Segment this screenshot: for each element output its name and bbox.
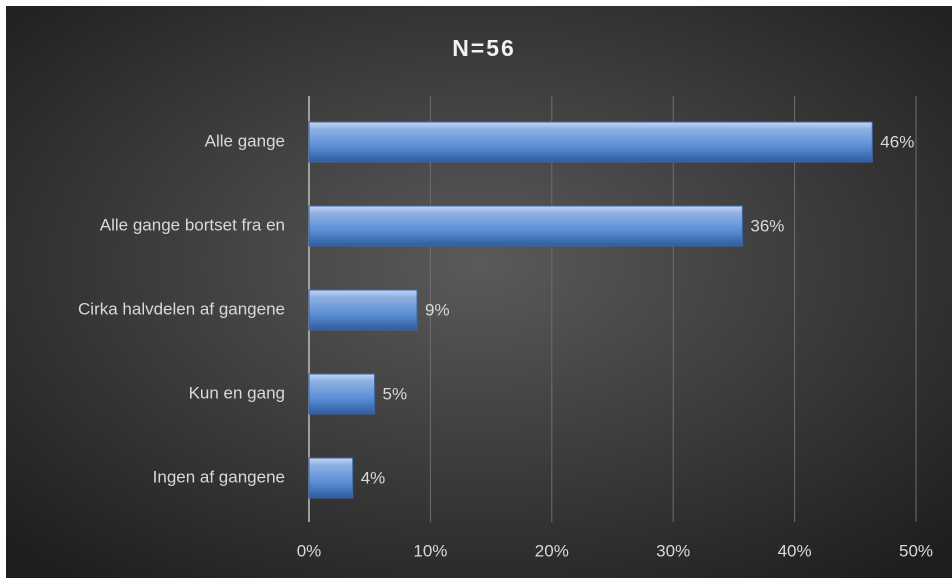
x-tick-label: 0%	[297, 541, 322, 560]
bar	[308, 121, 873, 163]
value-label: 4%	[361, 468, 386, 487]
x-tick-label: 20%	[535, 541, 569, 560]
y-tick-label: Ingen af gangene	[153, 467, 285, 486]
y-tick-label: Kun en gang	[189, 383, 285, 402]
chart-title: N=56	[452, 35, 516, 61]
y-tick-label: Alle gange	[205, 131, 285, 150]
x-tick-label: 50%	[899, 541, 933, 560]
value-label: 36%	[750, 216, 784, 235]
y-tick-label: Cirka halvdelen af gangene	[78, 299, 285, 318]
bar	[308, 205, 743, 247]
x-tick-label: 10%	[413, 541, 447, 560]
value-label: 5%	[383, 384, 408, 403]
value-label: 46%	[880, 132, 914, 151]
bar	[308, 289, 418, 331]
value-label: 9%	[425, 300, 450, 319]
x-tick-label: 40%	[778, 541, 812, 560]
y-tick-label: Alle gange bortset fra en	[100, 215, 285, 234]
bar	[308, 457, 354, 499]
x-tick-label: 30%	[656, 541, 690, 560]
chart-background	[6, 6, 952, 578]
bar	[308, 373, 376, 415]
